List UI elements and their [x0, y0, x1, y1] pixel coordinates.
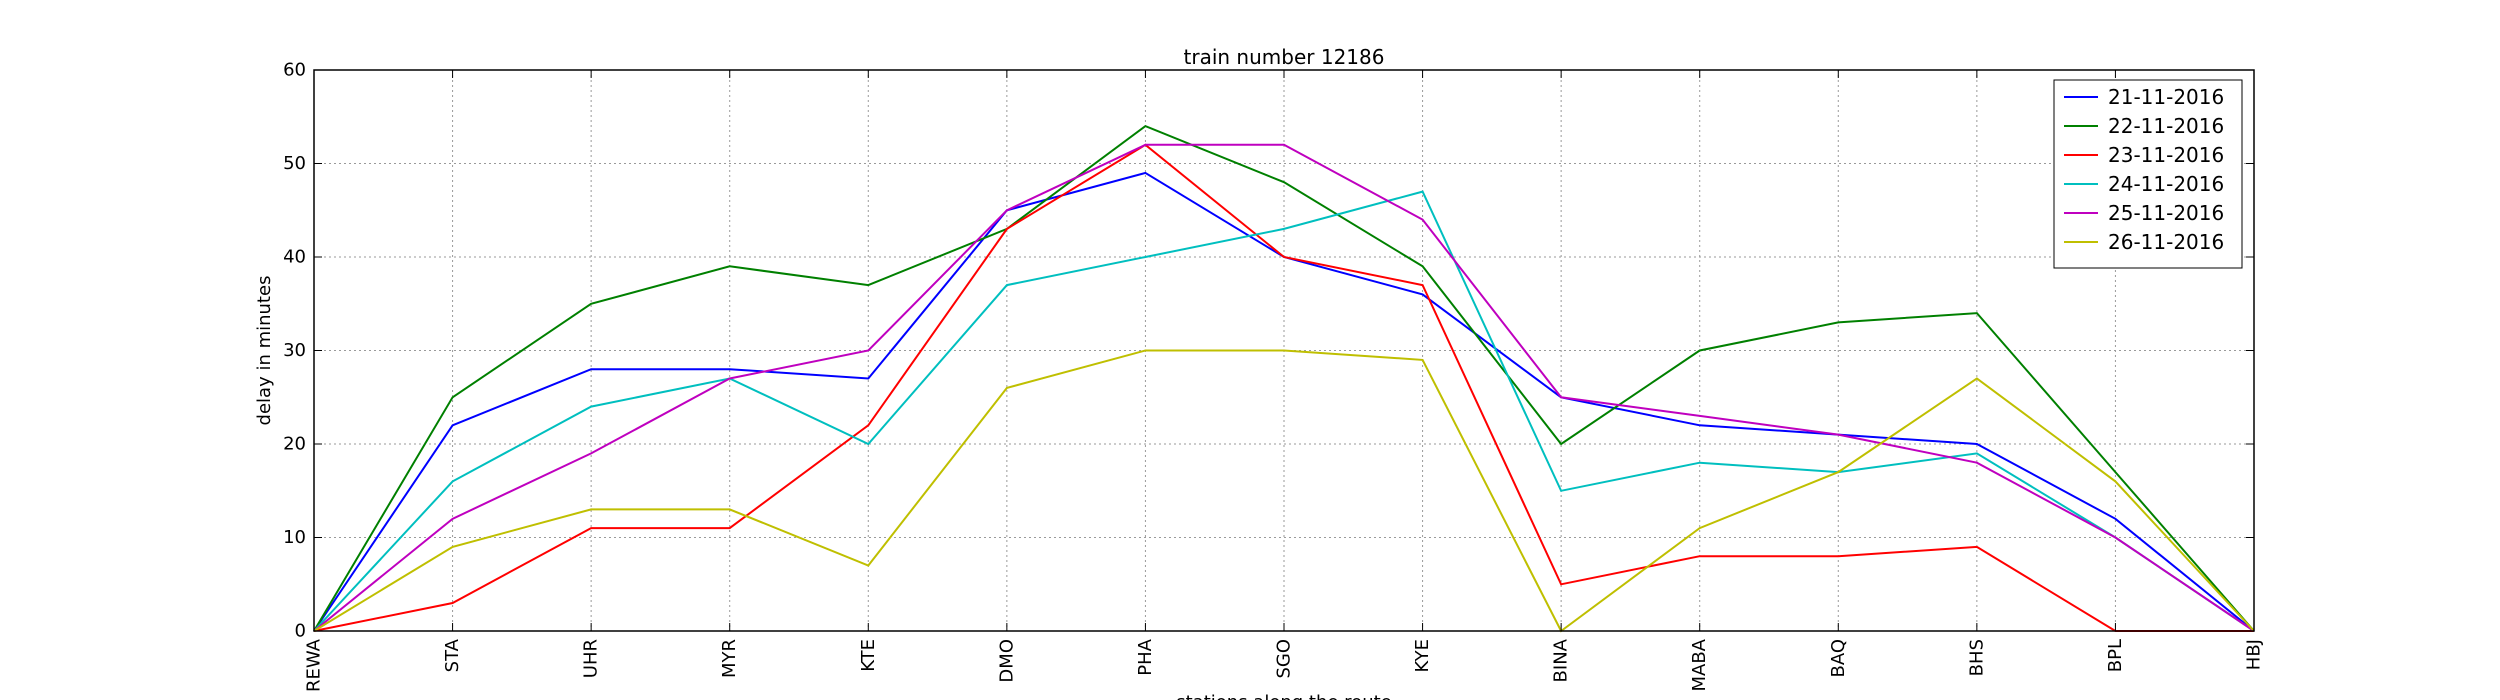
legend-label: 24-11-2016 — [2108, 172, 2224, 196]
x-tick-label: HBJ — [2244, 639, 2265, 670]
legend-label: 22-11-2016 — [2108, 114, 2224, 138]
x-tick-label: BPL — [2105, 639, 2126, 672]
series-line — [313, 190, 2255, 632]
legend-box — [2053, 79, 2243, 269]
series-line — [313, 349, 2255, 633]
x-tick-label: PHA — [1135, 638, 1156, 675]
x-tick-label: MYR — [719, 639, 740, 678]
series-line — [313, 143, 2254, 632]
series-layer — [313, 124, 2255, 633]
series-line — [313, 124, 2255, 632]
x-tick-label: KYE — [1412, 639, 1433, 673]
legend-label: 25-11-2016 — [2108, 201, 2224, 225]
y-tick-label: 20 — [283, 434, 306, 455]
x-tick-label: BINA — [1551, 638, 1572, 682]
x-tick-label: REWA — [304, 638, 325, 692]
y-tick-label: 10 — [283, 527, 306, 548]
legend-label: 26-11-2016 — [2108, 230, 2224, 254]
legend-label: 23-11-2016 — [2108, 143, 2224, 167]
x-tick-label: DMO — [996, 639, 1017, 683]
x-tick-label: UHR — [581, 639, 602, 678]
x-tick-label: STA — [442, 638, 463, 672]
legend: 21-11-2016 22-11-2016 23-11-2016 24-11-2016… — [2053, 79, 2243, 269]
tick-layer: REWA STA UHR MYR KTE DMO PHA SGO KYE BINA MABA BAQ B… — [283, 60, 2264, 693]
x-tick-label: BAQ — [1828, 639, 1849, 678]
legend-label: 21-11-2016 — [2108, 85, 2224, 109]
x-axis-label: stations along the route — [1176, 692, 1391, 700]
y-axis-label: delay in minutes — [254, 276, 275, 426]
x-tick-label: SGO — [1274, 639, 1295, 679]
y-tick-label: 50 — [283, 153, 306, 174]
series-line — [313, 143, 2255, 632]
x-tick-label: BHS — [1966, 639, 1987, 676]
y-tick-label: 0 — [295, 621, 306, 642]
y-tick-label: 40 — [283, 247, 306, 268]
y-tick-label: 30 — [283, 340, 306, 361]
chart-title: train number 12186 — [1184, 45, 1385, 69]
x-tick-label: KTE — [858, 639, 879, 672]
x-tick-label: MABA — [1689, 638, 1710, 691]
y-tick-label: 60 — [283, 60, 306, 81]
